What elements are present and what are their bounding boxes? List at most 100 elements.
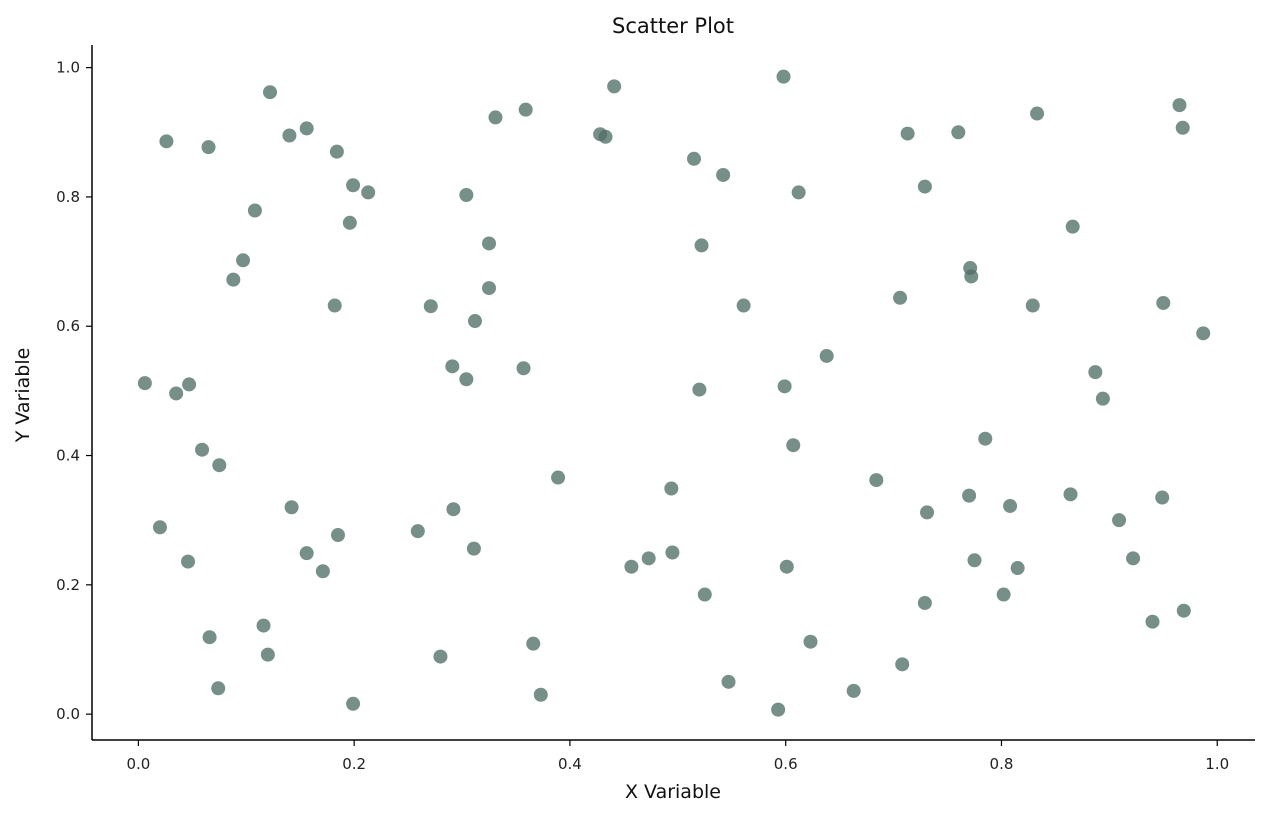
data-point	[697, 587, 712, 602]
data-point	[624, 559, 639, 574]
data-point	[226, 272, 241, 287]
data-point	[736, 298, 751, 313]
data-point	[202, 630, 217, 645]
data-point	[410, 524, 425, 539]
data-point	[169, 386, 184, 401]
data-point	[1156, 295, 1171, 310]
data-point	[1155, 490, 1170, 505]
data-point	[692, 382, 707, 397]
data-point	[1095, 391, 1110, 406]
x-tick-label: 0.6	[774, 755, 798, 773]
data-point	[1003, 498, 1018, 513]
data-point	[791, 185, 806, 200]
data-point	[694, 238, 709, 253]
data-point	[1145, 614, 1160, 629]
data-point	[516, 361, 531, 376]
data-point	[329, 144, 344, 159]
data-point	[1175, 120, 1190, 135]
data-point	[1010, 561, 1025, 576]
data-point	[1196, 326, 1211, 341]
data-point	[803, 634, 818, 649]
data-point	[181, 554, 196, 569]
data-point	[1176, 603, 1191, 618]
data-point	[315, 564, 330, 579]
data-point	[346, 178, 361, 193]
data-point	[869, 473, 884, 488]
data-point	[195, 442, 210, 457]
data-point	[964, 269, 979, 284]
data-point	[951, 125, 966, 140]
data-point	[526, 636, 541, 651]
data-point	[467, 314, 482, 329]
data-point	[771, 702, 786, 717]
data-point	[776, 69, 791, 84]
data-point	[1065, 219, 1080, 234]
data-point	[518, 102, 533, 117]
data-point	[212, 458, 227, 473]
data-points	[137, 69, 1211, 717]
data-point	[330, 528, 345, 543]
y-tick-label: 1.0	[56, 59, 80, 77]
data-point	[819, 348, 834, 363]
chart-title: Scatter Plot	[612, 14, 734, 38]
data-point	[1126, 551, 1141, 566]
data-point	[459, 187, 474, 202]
data-point	[459, 372, 474, 387]
data-point	[236, 253, 251, 268]
data-point	[846, 683, 861, 698]
data-point	[551, 470, 566, 485]
data-point	[1172, 98, 1187, 113]
data-point	[598, 129, 613, 144]
data-point	[182, 377, 197, 392]
data-point	[996, 587, 1011, 602]
data-point	[488, 110, 503, 125]
data-point	[482, 236, 497, 251]
data-point	[895, 657, 910, 672]
data-point	[260, 647, 275, 662]
y-tick-label: 0.4	[56, 447, 80, 465]
data-point	[893, 290, 908, 305]
data-point	[299, 121, 314, 136]
data-point	[433, 649, 448, 664]
data-point	[686, 151, 701, 166]
data-point	[917, 595, 932, 610]
data-point	[607, 79, 622, 94]
data-point	[665, 545, 680, 560]
x-tick-label: 0.4	[558, 755, 582, 773]
data-point	[716, 167, 731, 182]
data-point	[721, 674, 736, 689]
y-tick-label: 0.0	[56, 705, 80, 723]
data-point	[201, 140, 216, 155]
data-point	[482, 281, 497, 296]
y-axis-ticks: 0.0 0.2 0.4 0.6 0.8 1.0	[56, 59, 92, 723]
data-point	[342, 215, 357, 230]
x-tick-label: 1.0	[1205, 755, 1229, 773]
data-point	[1088, 365, 1103, 380]
data-point	[299, 546, 314, 561]
data-point	[664, 481, 679, 496]
data-point	[1063, 487, 1078, 502]
data-point	[777, 379, 792, 394]
data-point	[327, 298, 342, 313]
data-point	[159, 134, 174, 149]
data-point	[423, 299, 438, 314]
data-point	[247, 203, 262, 218]
data-point	[256, 618, 271, 633]
data-point	[446, 502, 461, 517]
data-point	[137, 376, 152, 391]
data-point	[361, 185, 376, 200]
data-point	[779, 559, 794, 574]
data-point	[211, 681, 226, 696]
data-point	[900, 126, 915, 141]
data-point	[466, 541, 481, 556]
data-point	[533, 687, 548, 702]
data-point	[978, 431, 993, 446]
data-point	[1025, 298, 1040, 313]
data-point	[284, 500, 299, 515]
x-tick-label: 0.0	[126, 755, 150, 773]
data-point	[1030, 106, 1045, 121]
data-point	[445, 359, 460, 374]
data-point	[917, 179, 932, 194]
